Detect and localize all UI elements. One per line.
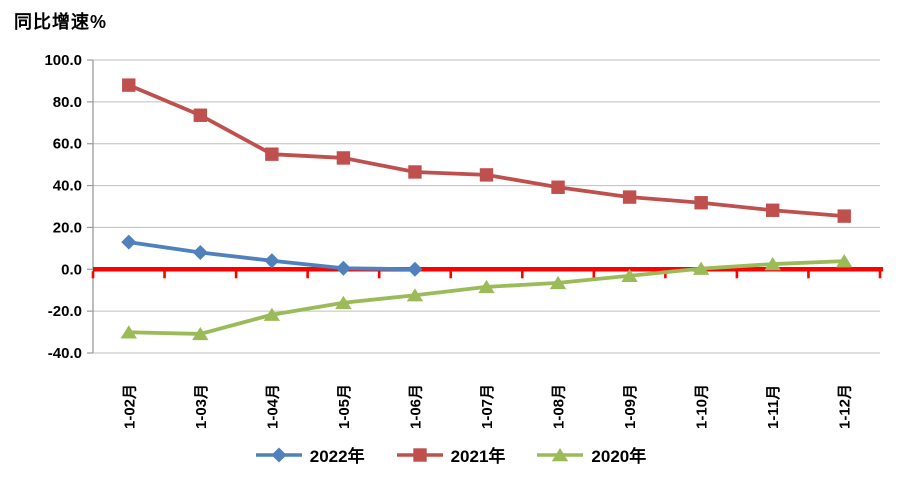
series-marker-1	[479, 168, 494, 182]
series-marker-2	[478, 279, 495, 294]
series-marker-0	[192, 245, 208, 261]
x-axis-label: 1-11月	[765, 385, 782, 429]
series-marker-2	[692, 261, 710, 275]
y-axis-label: -40.0	[48, 345, 82, 362]
y-axis-label: 20.0	[53, 219, 82, 236]
series-marker-2	[120, 325, 137, 339]
x-axis-label: 1-04月	[264, 384, 281, 429]
legend-marker-2021-icon	[396, 447, 443, 462]
y-axis-label: -20.0	[48, 303, 82, 320]
series-marker-2	[836, 254, 853, 268]
series-marker-0	[121, 234, 137, 250]
series-marker-2	[621, 268, 638, 282]
legend-item-2020: 2020年	[535, 442, 646, 467]
y-axis-label: 60.0	[53, 136, 82, 153]
series-marker-0	[335, 260, 351, 276]
series-marker-2	[263, 307, 281, 321]
series-marker-1	[265, 147, 279, 161]
series-marker-2	[549, 275, 567, 290]
series-marker-1	[837, 209, 851, 223]
chart-legend: 2022年 2021年 2020年	[0, 442, 900, 467]
x-axis-label: 1-07月	[479, 384, 496, 429]
legend-marker-2020-icon	[537, 447, 584, 461]
x-axis-label: 1-06月	[407, 384, 424, 429]
series-marker-2	[406, 288, 424, 302]
legend-marker-2022-icon	[255, 447, 302, 462]
series-marker-2	[335, 295, 352, 309]
x-axis-label: 1-08月	[551, 384, 568, 429]
series-marker-2	[764, 257, 781, 271]
x-axis-label: 1-12月	[837, 384, 854, 429]
x-axis-label: 1-02月	[121, 384, 138, 429]
legend-sample-marker	[412, 447, 427, 462]
series-marker-1	[551, 180, 565, 194]
series-line-1	[126, 83, 847, 219]
chart-title: 同比增速%	[14, 12, 108, 32]
series-marker-1	[336, 151, 351, 165]
series-marker-0	[407, 261, 423, 277]
series-marker-1	[622, 190, 637, 204]
x-axis-label: 1-03月	[193, 384, 210, 429]
legend-sample-marker	[271, 447, 287, 462]
legend-sample-marker	[552, 447, 569, 461]
legend-item-2021: 2021年	[395, 442, 506, 467]
series-marker-1	[122, 78, 136, 92]
series-marker-1	[694, 196, 708, 210]
y-axis-label: 100.0	[44, 52, 82, 69]
legend-item-2022: 2022年	[254, 442, 365, 467]
series-marker-0	[264, 253, 280, 269]
legend-label-2020: 2020年	[591, 447, 647, 466]
series-marker-1	[765, 203, 780, 217]
series-marker-2	[192, 326, 209, 341]
y-axis-label: 80.0	[53, 94, 82, 111]
x-axis-label: 1-09月	[622, 384, 639, 429]
legend-label-2022: 2022年	[309, 447, 365, 466]
x-axis-label: 1-05月	[336, 384, 353, 429]
series-marker-1	[408, 165, 422, 179]
x-axis-label: 1-10月	[694, 384, 711, 429]
legend-label-2021: 2021年	[450, 447, 506, 466]
series-marker-1	[193, 108, 208, 122]
y-axis-label: 0.0	[61, 261, 82, 278]
y-axis-label: 40.0	[53, 178, 82, 195]
